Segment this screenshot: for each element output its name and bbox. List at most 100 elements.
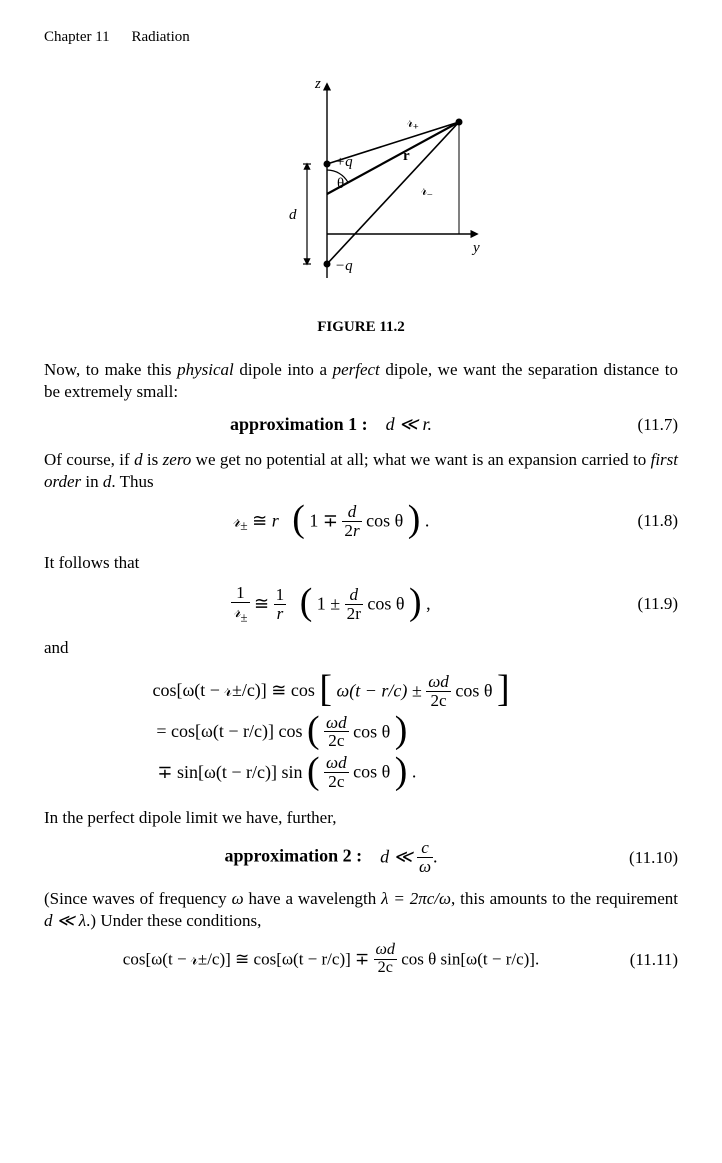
var-d: d [134,450,143,469]
svg-text:z: z [314,76,321,92]
svg-text:d: d [289,207,297,223]
fraction-lhs: 1 𝓇± [231,584,249,625]
svg-text:𝓇₊: 𝓇₊ [407,115,418,131]
text: Of course, if [44,450,134,469]
text: is [143,450,163,469]
lparen-icon: ( [307,756,320,786]
text: (Since waves of frequency [44,889,232,908]
subscript: ± [240,518,247,533]
equation-line-3: ∓ sin[ω(t − r/c)] sin ( ωd 2c cos θ ) . [152,754,509,791]
var-r: r [353,521,360,540]
equation-multiline: cos[ω(t − 𝓇±/c)] ≅ cos [ ω(t − r/c) ± ωd… [152,669,509,796]
lparen-icon: ( [292,504,305,534]
numerator: d [345,586,363,605]
fraction-1r: 1 r [274,586,287,623]
equation-body: approximation 2 : d ≪ c ω . [44,839,618,876]
period: . [412,762,417,782]
figure-11-2: zy+q−qθd𝓇₊r𝓇₋ [44,66,678,306]
rparen-icon: ) [409,587,422,617]
expr: = cos[ω(t − r/c)] cos [156,721,302,741]
denominator: ω [417,858,433,876]
chapter-number: Chapter 11 [44,29,110,45]
text: dipole into a [234,360,333,379]
expr: ∓ sin[ω(t − r/c)] sin [157,762,302,782]
paragraph-2: Of course, if d is zero we get no potent… [44,449,678,493]
expr: 1 ∓ [309,511,342,531]
numerator: ωd [324,754,349,773]
equation-body: approximation 1 : d ≪ r. [44,413,618,436]
paragraph-intro: Now, to make this physical dipole into a… [44,359,678,403]
denominator: 𝓇± [231,603,249,625]
paragraph-3: It follows that [44,552,678,574]
text-italic: physical [177,360,234,379]
equation-number: (11.11) [618,949,678,971]
text: in [81,472,103,491]
numerator: ωd [374,942,397,960]
svg-text:r: r [403,148,410,164]
chapter-heading: Chapter 11 Radiation [44,28,678,48]
expr: cos θ [353,762,390,782]
period: . [433,847,438,867]
dipole-diagram: zy+q−qθd𝓇₊r𝓇₋ [231,66,491,306]
chapter-title: Radiation [131,29,189,45]
denominator: 2c [374,960,397,977]
expr: cos θ [367,593,404,613]
expr: 1 ± [317,593,345,613]
rparen-icon: ) [395,756,408,786]
text: have a wavelength [244,889,382,908]
svg-text:y: y [471,240,480,256]
rparen-icon: ) [408,504,421,534]
paragraph-6: (Since waves of frequency ω have a wavel… [44,888,678,932]
svg-text:−q: −q [335,258,353,274]
svg-text:θ: θ [337,176,344,192]
paragraph-4: and [44,637,678,659]
denominator: r [274,605,287,623]
expr: cos θ [353,721,390,741]
equation-number: (11.8) [618,510,678,532]
expr: λ = 2πc/ω [381,889,451,908]
equation-11-10: approximation 2 : d ≪ c ω . (11.10) [44,839,678,876]
numerator: ωd [324,714,349,733]
denominator: 2r [342,522,361,540]
denominator: 2c [324,732,349,750]
numerator: ωd [426,673,451,692]
comma: , [426,593,431,613]
equation-11-8: 𝓇± ≅ r ( 1 ∓ d 2r cos θ ) . (11.8) [44,503,678,540]
rparen-icon: ) [395,715,408,745]
text: we get no potential at all; what we want… [191,450,650,469]
equation-11-9: 1 𝓇± ≅ 1 r ( 1 ± d 2r cos θ ) , (11.9) [44,584,678,625]
expr: cos θ [455,680,492,700]
fraction: ωd 2c [324,714,349,751]
fraction: ωd 2c [374,942,397,977]
equation-11-11: cos[ω(t − 𝓇±/c)] ≅ cos[ω(t − r/c)] ∓ ωd … [44,942,678,977]
equation-line-1: cos[ω(t − 𝓇±/c)] ≅ cos [ ω(t − r/c) ± ωd… [152,673,509,710]
fraction: d 2r [342,503,361,540]
lbracket-icon: [ [319,674,332,704]
equation-11-7: approximation 1 : d ≪ r. (11.7) [44,413,678,436]
denominator: 2c [324,773,349,791]
numerator: d [342,503,361,522]
var-r: r [272,511,279,531]
equation-body: 1 𝓇± ≅ 1 r ( 1 ± d 2r cos θ ) , [44,584,618,625]
denominator: 2r [345,605,363,623]
period: . [425,511,430,531]
lparen-icon: ( [300,587,313,617]
expr: ω(t − r/c) ± [336,680,426,700]
numerator: c [417,839,433,858]
subscript: ± [241,610,248,624]
numerator: 1 [231,584,249,603]
script-r: 𝓇 [233,602,240,621]
expr: d ≪ [380,847,417,867]
text: Now, to make this [44,360,177,379]
fraction: ωd 2c [426,673,451,710]
lparen-icon: ( [307,715,320,745]
denominator: 2c [426,692,451,710]
paragraph-5: In the perfect dipole limit we have, fur… [44,807,678,829]
text: . Thus [111,472,153,491]
equation-number: (11.7) [618,414,678,436]
fraction: ωd 2c [324,754,349,791]
expr: cos[ω(t − 𝓇±/c)] ≅ cos[ω(t − r/c)] ∓ [123,950,374,969]
equation-body: 𝓇± ≅ r ( 1 ∓ d 2r cos θ ) . [44,503,618,540]
fraction: c ω [417,839,433,876]
expr: cos θ [366,511,403,531]
